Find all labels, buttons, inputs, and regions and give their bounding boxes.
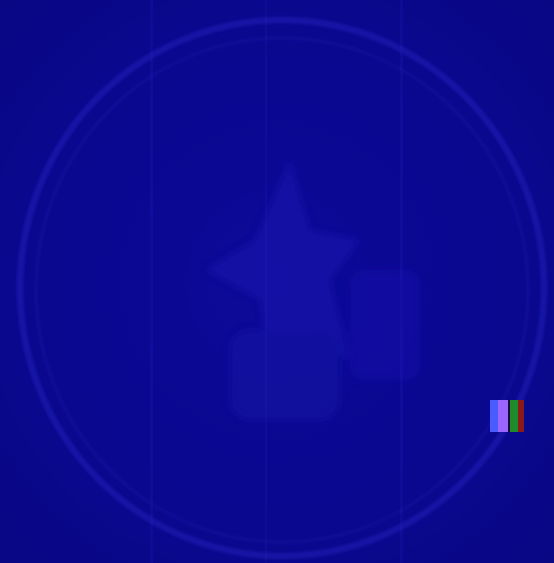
- vertical-streaks: [150, 0, 403, 563]
- outer-ring: [17, 17, 547, 559]
- figure-silhouette: [205, 160, 420, 420]
- inner-ring: [35, 37, 529, 543]
- color-marker: [490, 400, 524, 432]
